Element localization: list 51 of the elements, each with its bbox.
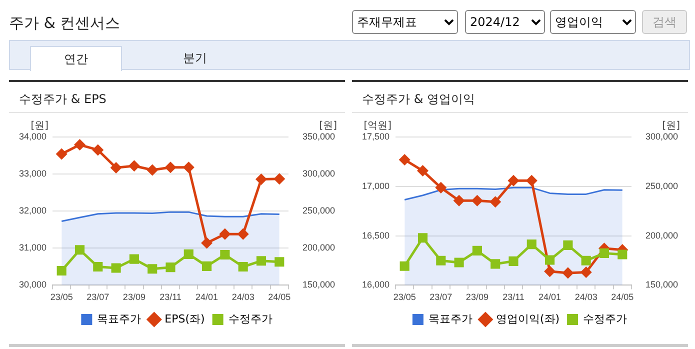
x-tick-label: 23/05 [393,292,416,302]
y2-tick-label: 250,000 [645,180,678,191]
y2-axis-title: [원] [319,120,338,132]
x-tick-label: 24/05 [268,292,291,302]
y2-tick-label: 250,000 [302,206,336,216]
y-tick-label: 33,000 [18,168,47,179]
x-tick-label: 24/01 [538,292,562,302]
legend-label: 수정주가 [583,312,628,326]
y-tick-label: 16,000 [362,280,390,290]
x-tick-label: 24/03 [232,292,254,302]
y-axis-title: [억원] [364,120,392,132]
y2-tick-label: 150,000 [302,280,336,290]
legend-label: EPS(좌) [164,312,205,326]
chart-title: 수정주가 & 영업이익 [362,91,475,108]
y2-tick-label: 200,000 [645,230,678,240]
text: 2024/12 [465,10,545,34]
x-tick-label: 23/09 [466,292,488,302]
text: 검색 [642,10,687,34]
x-tick-label: 23/07 [430,292,452,302]
y2-tick-label: 300,000 [302,168,336,179]
legend-label: 영업이익(좌) [496,312,560,326]
x-tick-label: 24/05 [611,292,634,302]
y2-tick-label: 350,000 [302,131,336,142]
y-tick-label: 16,500 [362,230,390,240]
y2-tick-label: 300,000 [645,131,678,142]
x-tick-label: 23/09 [122,292,146,302]
x-tick-label: 23/07 [86,292,110,302]
x-tick-label: 24/03 [574,292,598,302]
y-axis-title: [원] [30,120,49,132]
y-tick-label: 31,000 [18,242,47,253]
text: 주재무제표 [352,10,458,34]
x-tick-label: 23/05 [50,292,73,302]
y2-tick-label: 150,000 [645,280,678,290]
x-tick-label: 24/01 [196,292,218,302]
legend-label: 목표주가 [428,312,472,326]
y2-tick-label: 200,000 [302,242,336,253]
text: 연간 [30,46,122,71]
y-tick-label: 17,000 [362,180,390,191]
legend-label: 수정주가 [228,312,272,326]
y2-axis-title: [원] [662,120,680,132]
y-tick-label: 34,000 [18,131,47,142]
x-tick-label: 23/11 [502,292,524,302]
text: 분기 [182,50,208,67]
legend-label: 목표주가 [97,312,142,326]
y-tick-label: 17,500 [362,131,390,142]
y-tick-label: 30,000 [18,280,47,290]
x-tick-label: 23/11 [160,292,182,302]
chart-title: 수정주가 & EPS [19,91,106,108]
y-tick-label: 32,000 [18,206,47,216]
text: 주가 & 컨센서스 [9,14,120,33]
text: 영업이익 [550,10,636,34]
